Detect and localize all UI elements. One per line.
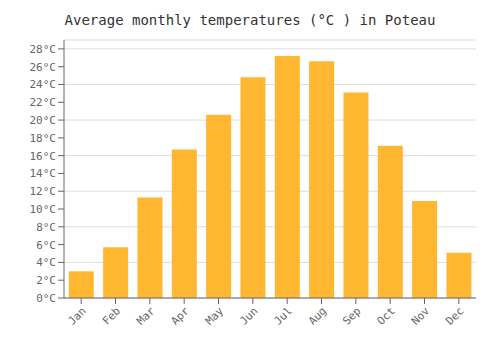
- svg-text:May: May: [203, 304, 227, 328]
- svg-text:Jan: Jan: [66, 304, 89, 327]
- svg-text:22°C: 22°C: [30, 96, 57, 109]
- svg-text:2°C: 2°C: [36, 274, 56, 287]
- svg-text:10°C: 10°C: [30, 203, 57, 216]
- svg-text:26°C: 26°C: [30, 61, 57, 74]
- svg-text:Aug: Aug: [306, 304, 329, 327]
- svg-text:Oct: Oct: [375, 304, 398, 327]
- svg-text:12°C: 12°C: [30, 185, 57, 198]
- svg-text:20°C: 20°C: [30, 114, 57, 127]
- svg-text:Mar: Mar: [134, 304, 158, 328]
- svg-text:0°C: 0°C: [36, 292, 56, 305]
- svg-text:Sep: Sep: [340, 304, 363, 327]
- html-text:Average monthly temperatures (: Average monthly temperatures (°C ) in Po…: [64, 12, 436, 28]
- svg-text:18°C: 18°C: [30, 132, 57, 145]
- svg-text:Jun: Jun: [237, 304, 260, 327]
- svg-text:14°C: 14°C: [30, 167, 57, 180]
- svg-text:Nov: Nov: [409, 304, 433, 328]
- svg-text:16°C: 16°C: [30, 150, 57, 163]
- svg-text:6°C: 6°C: [36, 239, 56, 252]
- svg-text:Dec: Dec: [443, 304, 466, 327]
- svg-text:28°C: 28°C: [30, 43, 57, 56]
- svg-text:Jul: Jul: [272, 304, 295, 327]
- svg-text:4°C: 4°C: [36, 256, 56, 269]
- svg-text:Feb: Feb: [100, 304, 123, 327]
- svg-text:Apr: Apr: [169, 304, 193, 328]
- svg-text:8°C: 8°C: [36, 221, 56, 234]
- svg-text:24°C: 24°C: [30, 78, 57, 91]
